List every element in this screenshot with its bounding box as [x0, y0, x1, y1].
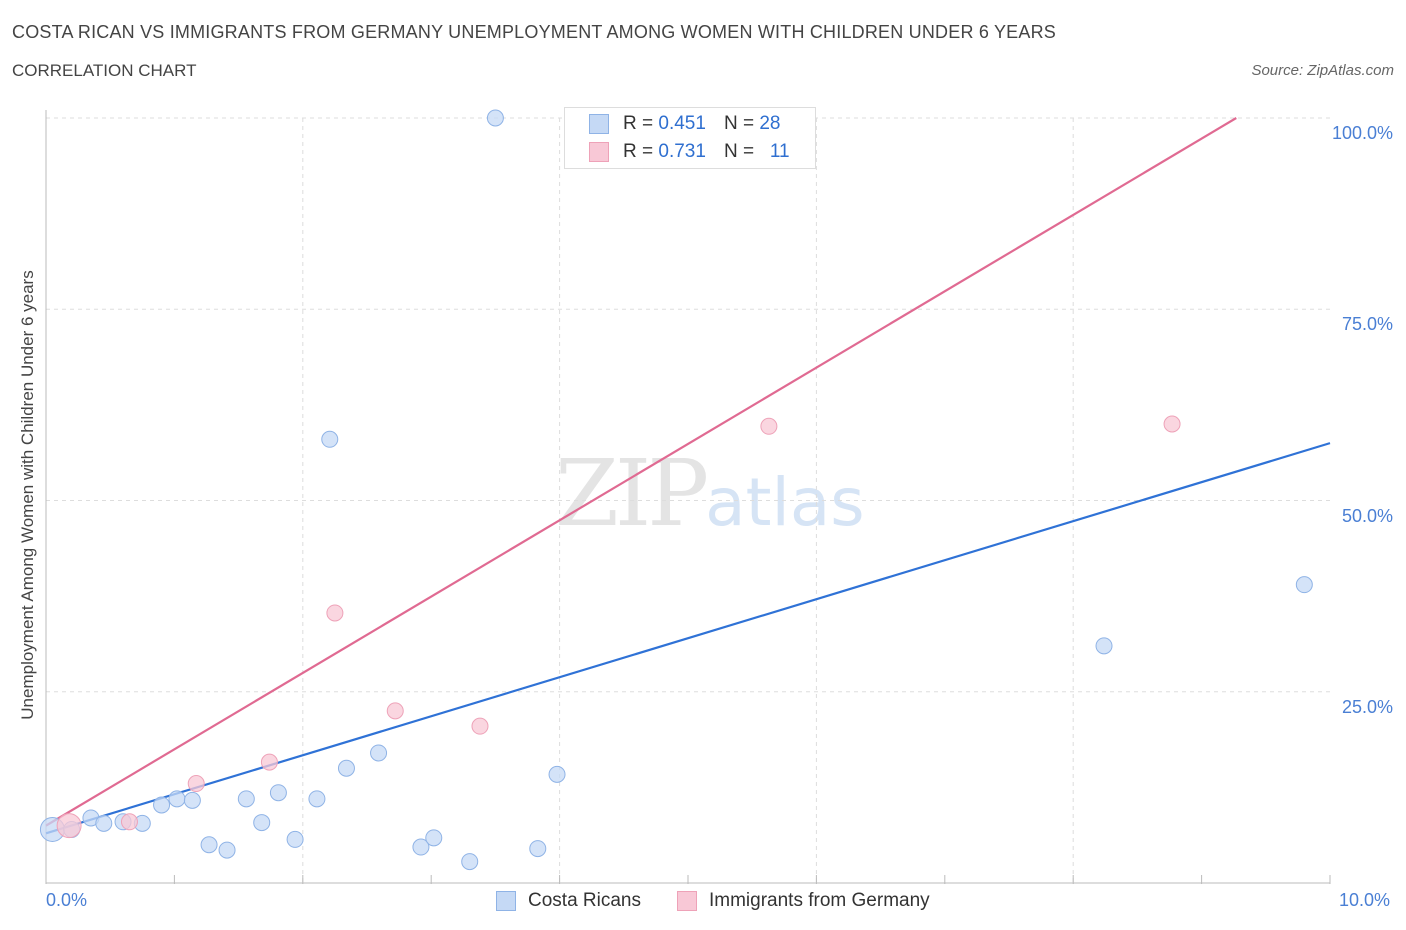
point-costa-ricans: [253, 814, 271, 832]
point-germany: [326, 604, 344, 622]
chart-title: COSTA RICAN VS IMMIGRANTS FROM GERMANY U…: [12, 22, 1056, 42]
point-germany: [471, 717, 489, 735]
legend-n-value: 28: [759, 113, 781, 134]
watermark-zip: ZIP: [555, 440, 709, 547]
legend-swatch-blue: [589, 114, 609, 134]
legend-n-label: N =: [723, 113, 755, 134]
watermark-atlas: atlas: [705, 464, 865, 541]
correlation-legend: R = 0.451 N = 28 R = 0.731 N = 11: [564, 107, 816, 169]
legend-n-value: 11: [769, 141, 790, 162]
y-tick-label: 100.0%: [1331, 123, 1393, 143]
data-points: [39, 109, 1313, 871]
trend-line-germany: [45, 117, 1237, 827]
y-tick-label: 75.0%: [1341, 314, 1393, 335]
point-costa-ricans: [168, 790, 186, 808]
point-costa-ricans: [1095, 637, 1113, 655]
legend-label-germany: Immigrants from Germany: [709, 890, 930, 911]
y-axis-label: Unemployment Among Women with Children U…: [18, 270, 37, 720]
point-germany: [120, 813, 138, 831]
legend-label-costa-ricans: Costa Ricans: [528, 890, 641, 911]
source-label: Source: ZipAtlas.com: [1251, 62, 1394, 79]
point-costa-ricans: [183, 791, 201, 809]
point-costa-ricans: [425, 829, 443, 847]
point-costa-ricans: [337, 759, 355, 777]
point-costa-ricans: [237, 790, 255, 808]
point-germany: [260, 753, 278, 771]
point-costa-ricans: [153, 796, 171, 814]
x-tick-label-max: 10.0%: [1339, 890, 1391, 910]
legend-swatch-blue: [496, 891, 516, 911]
legend-row-costa-ricans: R = 0.451 N = 28: [589, 112, 780, 136]
point-costa-ricans: [486, 109, 504, 127]
point-costa-ricans: [461, 853, 479, 871]
chart-subtitle: CORRELATION CHART: [12, 61, 197, 80]
point-costa-ricans: [529, 840, 547, 858]
point-germany: [386, 702, 404, 720]
legend-n-label: N =: [723, 141, 755, 162]
axes: [45, 110, 1331, 884]
point-costa-ricans: [370, 744, 388, 762]
y-tick-label: 25.0%: [1341, 696, 1393, 717]
legend-swatch-pink: [589, 142, 609, 162]
x-tick-label-min: 0.0%: [46, 890, 88, 910]
trend-lines: [45, 117, 1331, 835]
point-germany: [760, 417, 778, 435]
point-costa-ricans: [308, 790, 326, 808]
legend-item-germany[interactable]: Immigrants from Germany: [677, 890, 930, 912]
legend-row-germany: R = 0.731 N = 11: [589, 140, 790, 164]
point-costa-ricans: [321, 430, 339, 448]
point-costa-ricans: [1295, 576, 1313, 594]
point-costa-ricans: [269, 784, 287, 802]
trend-line-costa-ricans: [45, 442, 1331, 835]
legend-r-label: R =: [623, 141, 654, 162]
point-costa-ricans: [218, 841, 236, 859]
legend-r-label: R =: [623, 113, 654, 134]
legend-item-costa-ricans[interactable]: Costa Ricans: [496, 890, 641, 912]
point-costa-ricans: [286, 830, 304, 848]
legend-r-value: 0.451: [658, 113, 706, 134]
point-germany: [1163, 415, 1181, 433]
y-tick-label: 50.0%: [1341, 505, 1393, 526]
watermark: ZIPatlas: [555, 440, 865, 547]
point-costa-ricans: [412, 838, 430, 856]
point-costa-ricans: [548, 765, 566, 783]
point-germany: [187, 775, 205, 793]
legend-swatch-pink: [677, 891, 697, 911]
legend-r-value: 0.731: [658, 141, 706, 162]
point-germany: [56, 813, 82, 839]
point-costa-ricans: [95, 814, 113, 832]
point-costa-ricans: [200, 836, 218, 854]
